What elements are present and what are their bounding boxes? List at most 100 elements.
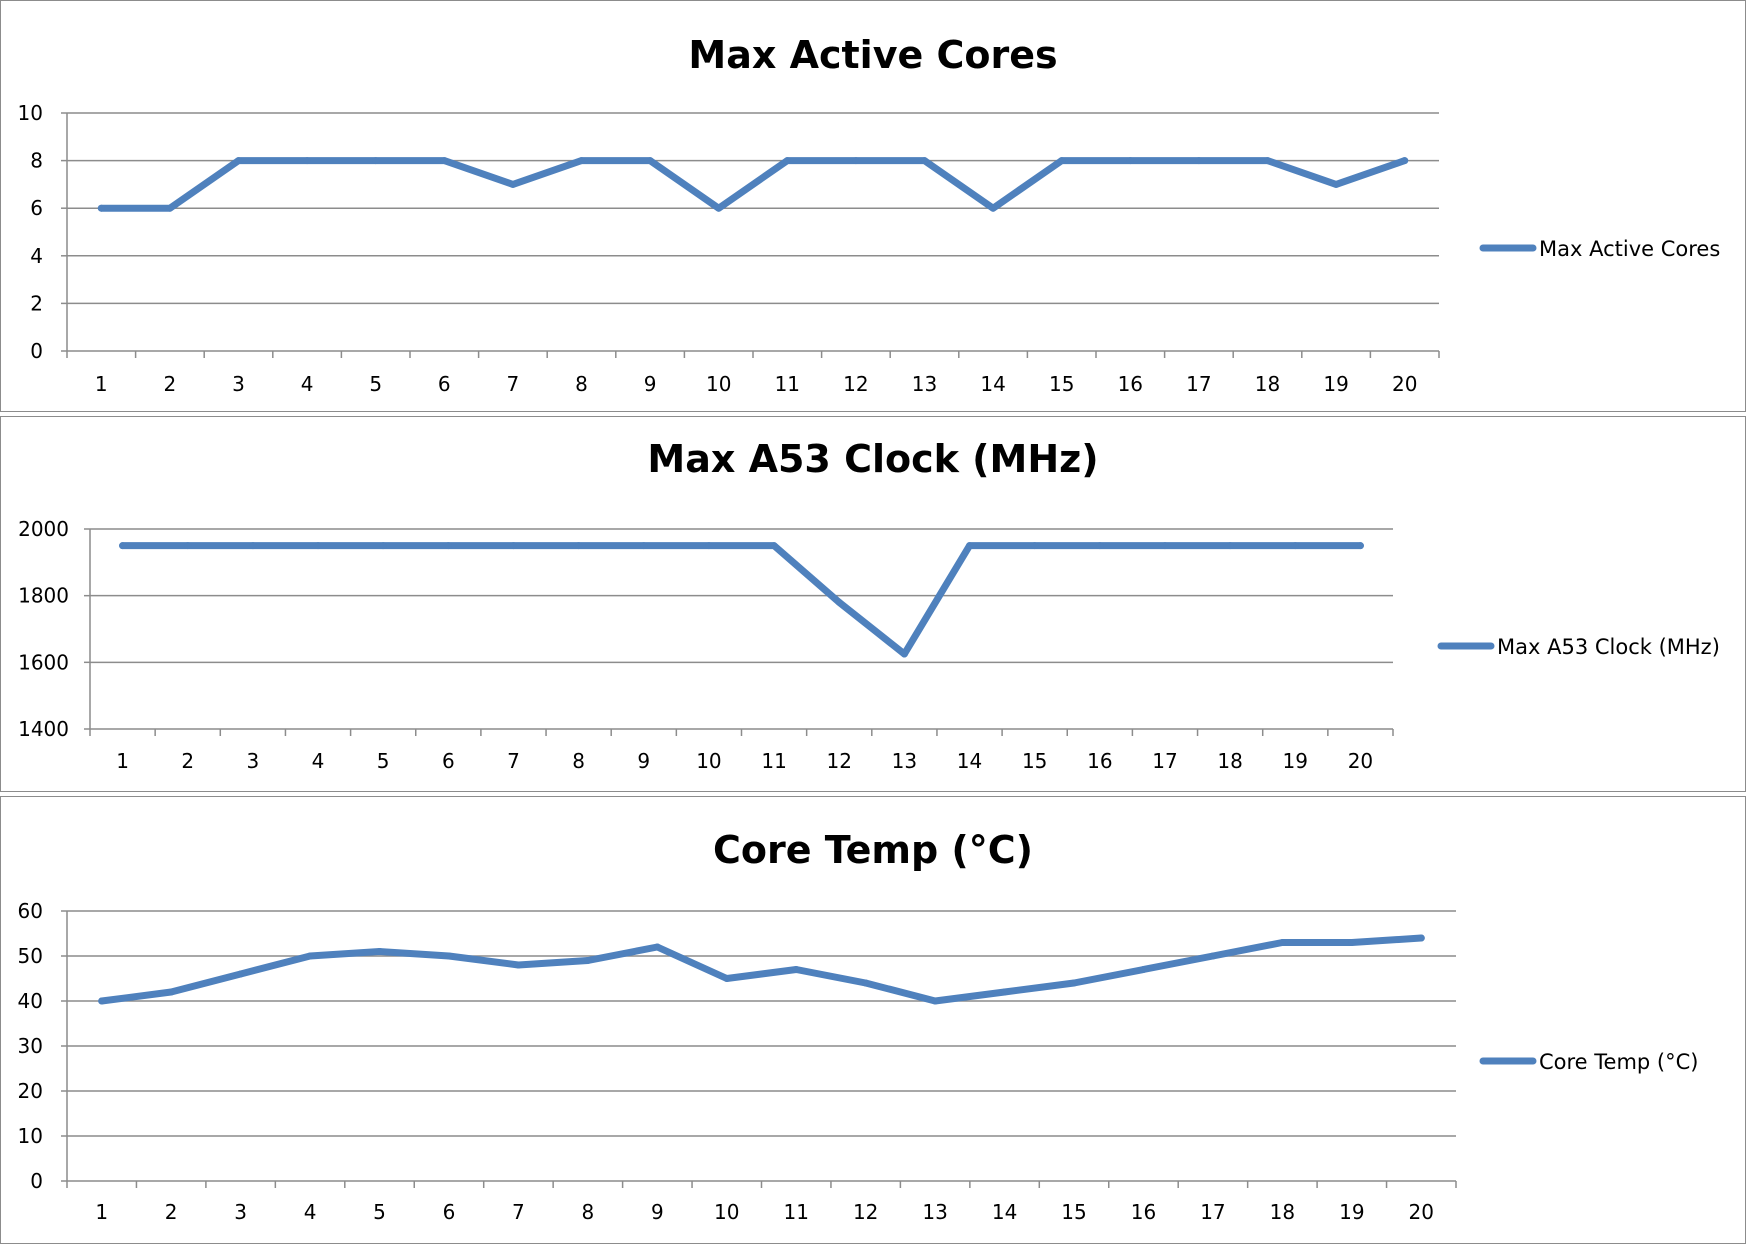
x-tick-label: 5 [369,372,382,396]
x-tick-label: 12 [853,1200,878,1224]
x-tick-label: 14 [992,1200,1017,1224]
y-tick-label: 50 [18,944,43,968]
x-tick-label: 2 [164,372,177,396]
y-tick-label: 0 [30,339,43,363]
x-tick-label: 4 [312,749,325,773]
series-line [119,542,1364,658]
data-point [249,542,257,550]
x-tick-label: 2 [181,749,194,773]
chart-panel-max-a53-clock: Max A53 Clock (MHz) 1400 1600 1800 2000 1 2 3 4 5… [0,416,1746,792]
x-tick-label: 19 [1283,749,1308,773]
x-tick-label: 17 [1186,372,1211,396]
x-tick-label: 20 [1409,1200,1434,1224]
x-tick-label: 16 [1118,372,1143,396]
y-tick-label: 10 [18,1124,43,1148]
x-tick-label: 1 [95,1200,108,1224]
x-tick-label: 18 [1255,372,1280,396]
data-point [989,204,997,212]
y-tick-label: 6 [30,196,43,220]
data-point [715,204,723,212]
chart-panel-max-active-cores: Max Active Cores 0 2 4 6 8 10 1 2 3 4 5 6 7 8 9 10 11 12 13… [0,0,1746,412]
x-tick-label: 10 [696,749,721,773]
y-tick-label: 0 [30,1169,43,1193]
data-point [1070,979,1078,987]
x-tick-label: 14 [957,749,982,773]
x-tick-label: 18 [1270,1200,1295,1224]
y-tick-label: 30 [18,1034,43,1058]
x-tick-label: 14 [980,372,1005,396]
data-point [578,157,585,165]
data-point [166,204,174,212]
data-point [862,979,870,987]
data-point [1278,939,1286,946]
x-tick-label: 16 [1087,749,1112,773]
chart-title: Core Temp (°C) [713,828,1033,872]
data-point [379,542,387,550]
x-tick-label: 13 [912,372,937,396]
x-tick-label: 4 [304,1200,317,1224]
y-tick-label: 10 [18,101,43,125]
data-point [1332,180,1340,188]
x-tick-label: 7 [507,749,520,773]
data-point [444,542,452,550]
data-point [514,961,522,969]
series-line [98,934,1425,1005]
data-point [723,975,731,982]
x-tick-label: 3 [232,372,245,396]
data-point [640,542,648,550]
data-point [1001,988,1009,996]
x-tick-label: 6 [443,1200,456,1224]
y-tick-label: 1600 [18,650,69,674]
data-point [372,157,380,165]
data-point [852,157,860,165]
x-tick-label: 6 [438,372,451,396]
x-tick-label: 11 [783,1200,808,1224]
series-line [97,157,1409,212]
x-tick-label: 18 [1217,749,1242,773]
data-point [235,157,242,165]
chart-title: Max Active Cores [688,33,1057,77]
y-tick-label: 2000 [18,517,69,541]
data-point [1356,542,1364,550]
x-tick-label: 4 [301,372,314,396]
data-point [1031,542,1039,550]
x-tick-label: 20 [1348,749,1373,773]
data-point [376,948,384,955]
data-point [1291,542,1299,550]
data-point [98,997,106,1005]
legend-label: Core Temp (°C) [1539,1050,1698,1074]
x-tick-label: 10 [714,1200,739,1224]
y-tick-label: 60 [18,899,43,923]
y-tick-label: 1800 [18,584,69,608]
y-tick-label: 2 [30,291,43,315]
data-point [1126,157,1134,165]
x-tick-label: 19 [1323,372,1348,396]
x-tick-label: 8 [582,1200,595,1224]
y-tick-label: 1400 [18,717,69,741]
x-tick-label: 1 [95,372,108,396]
x-tick-label: 9 [644,372,657,396]
chart-title: Max A53 Clock (MHz) [647,437,1098,481]
x-tick-label: 15 [1022,749,1047,773]
x-tick-label: 3 [234,1200,247,1224]
data-point [440,157,448,165]
data-point [237,970,245,978]
x-tick-label: 9 [651,1200,664,1224]
data-point [119,542,127,550]
data-point [1161,542,1169,550]
data-point [931,997,939,1005]
x-tick-label: 13 [892,749,917,773]
x-tick-label: 15 [1061,1200,1086,1224]
data-point [1417,934,1425,942]
data-point [1058,157,1066,165]
legend-label: Max A53 Clock (MHz) [1497,635,1720,659]
data-point [646,157,654,165]
data-point [445,952,453,960]
data-point [1209,952,1217,960]
data-point [1264,157,1271,165]
x-tick-label: 7 [507,372,520,396]
x-tick-label: 12 [826,749,851,773]
data-point [1096,542,1104,550]
y-tick-label: 8 [30,149,43,173]
